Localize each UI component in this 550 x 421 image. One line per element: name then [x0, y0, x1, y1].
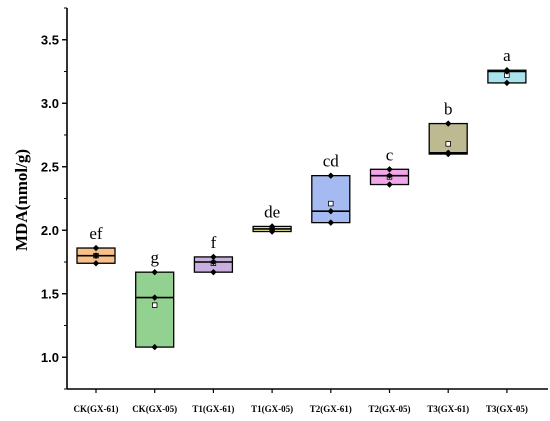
- x-tick-label: CK(GX-05): [132, 404, 177, 414]
- data-point: [151, 343, 158, 351]
- mean-marker: [328, 200, 334, 207]
- box-1: [135, 271, 175, 348]
- data-point: [268, 223, 276, 230]
- data-point: [210, 258, 217, 266]
- data-point: [151, 294, 158, 301]
- y-tick-label: 2.0: [41, 223, 59, 238]
- significance-letter: a: [503, 46, 511, 65]
- y-tick-label: 1.5: [41, 286, 59, 301]
- data-point: [386, 172, 393, 179]
- data-point: [386, 181, 393, 188]
- data-point: [92, 252, 100, 259]
- y-tick-label: 1.0: [41, 350, 59, 365]
- significance-letter: b: [444, 100, 453, 119]
- data-point: [327, 219, 334, 226]
- x-tick-label: T1(GX-05): [251, 404, 293, 414]
- box-6: [428, 122, 468, 155]
- plot-area: 1.0 1.5 2.0 2.5 3.0 3.5 CK(GX-61) ef CK(GX-05) g T…: [41, 7, 548, 414]
- data-point: [210, 253, 217, 261]
- y-tick-label: 2.5: [41, 159, 59, 174]
- data-point: [503, 67, 511, 74]
- y-tick-label: 3.0: [41, 96, 59, 111]
- data-point: [92, 260, 100, 267]
- x-tick-label: T2(GX-61): [310, 404, 352, 414]
- significance-letter: ef: [89, 224, 103, 243]
- y-axis-title: MDA(nmol/g): [12, 149, 31, 251]
- data-point: [210, 268, 217, 276]
- data-point: [503, 79, 511, 87]
- significance-letter: f: [211, 233, 217, 252]
- data-point: [445, 120, 452, 127]
- significance-letter: cd: [323, 152, 340, 171]
- data-point: [92, 244, 100, 252]
- x-tick-label: T2(GX-05): [369, 404, 411, 414]
- data-point: [445, 149, 452, 156]
- data-point: [151, 268, 158, 276]
- data-point: [386, 166, 393, 173]
- significance-letter: g: [150, 248, 159, 267]
- x-tick-label: T3(GX-61): [427, 404, 469, 414]
- x-tick-label: T3(GX-05): [486, 404, 528, 414]
- y-tick-label: 3.5: [41, 32, 59, 47]
- x-tick-label: T1(GX-61): [192, 404, 234, 414]
- data-point: [327, 208, 334, 215]
- significance-letter: de: [264, 202, 280, 221]
- mean-marker: [445, 141, 451, 147]
- x-tick-label: CK(GX-61): [74, 404, 119, 414]
- data-point: [327, 172, 334, 179]
- mean-marker: [151, 302, 158, 308]
- significance-letter: c: [386, 145, 394, 164]
- box-4: [311, 174, 351, 224]
